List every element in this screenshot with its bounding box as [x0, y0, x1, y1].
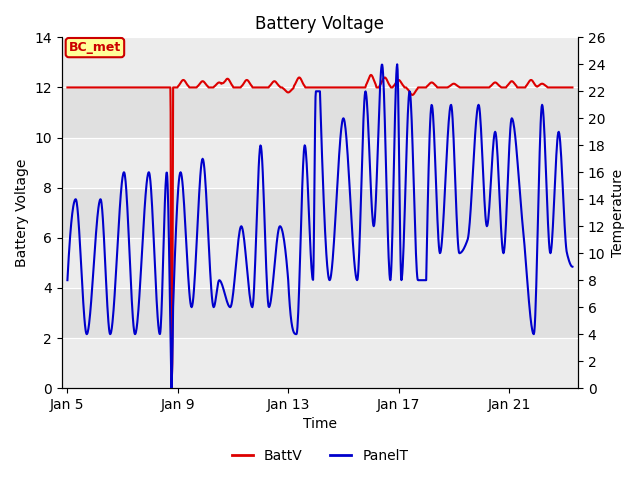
- Bar: [62, 138, 578, 188]
- Legend: BattV, PanelT: BattV, PanelT: [226, 443, 414, 468]
- X-axis label: Time: Time: [303, 418, 337, 432]
- Text: BC_met: BC_met: [69, 41, 121, 54]
- Bar: [62, 238, 578, 288]
- Y-axis label: Temperature: Temperature: [611, 168, 625, 257]
- Bar: [62, 338, 578, 388]
- Bar: [62, 37, 578, 87]
- Y-axis label: Battery Voltage: Battery Voltage: [15, 158, 29, 267]
- Title: Battery Voltage: Battery Voltage: [255, 15, 385, 33]
